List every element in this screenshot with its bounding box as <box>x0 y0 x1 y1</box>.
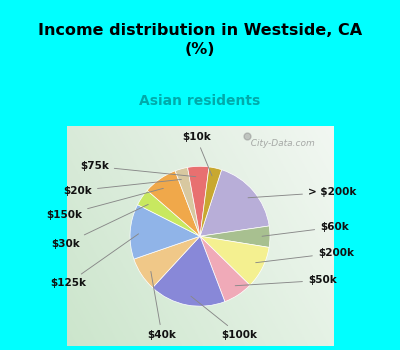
Wedge shape <box>130 205 200 259</box>
Wedge shape <box>188 166 209 236</box>
Wedge shape <box>152 236 225 306</box>
Wedge shape <box>200 226 270 247</box>
Text: City-Data.com: City-Data.com <box>245 139 315 148</box>
Text: $10k: $10k <box>182 132 212 176</box>
Text: $75k: $75k <box>80 161 196 177</box>
Wedge shape <box>138 190 200 236</box>
Wedge shape <box>200 236 269 285</box>
Text: $50k: $50k <box>235 275 337 286</box>
Text: $200k: $200k <box>256 248 354 263</box>
Text: $20k: $20k <box>63 180 181 196</box>
Text: Asian residents: Asian residents <box>139 94 261 108</box>
Text: Income distribution in Westside, CA
(%): Income distribution in Westside, CA (%) <box>38 23 362 57</box>
Text: $100k: $100k <box>191 296 258 340</box>
Wedge shape <box>147 171 200 236</box>
Text: $125k: $125k <box>50 234 138 288</box>
Text: > $200k: > $200k <box>248 187 356 198</box>
Wedge shape <box>200 170 269 236</box>
Wedge shape <box>175 167 200 236</box>
Text: $30k: $30k <box>51 204 148 249</box>
Text: $60k: $60k <box>262 222 349 236</box>
Wedge shape <box>200 167 222 236</box>
Text: $150k: $150k <box>46 188 163 220</box>
Wedge shape <box>200 236 250 302</box>
Wedge shape <box>134 236 200 288</box>
Text: $40k: $40k <box>148 272 176 340</box>
